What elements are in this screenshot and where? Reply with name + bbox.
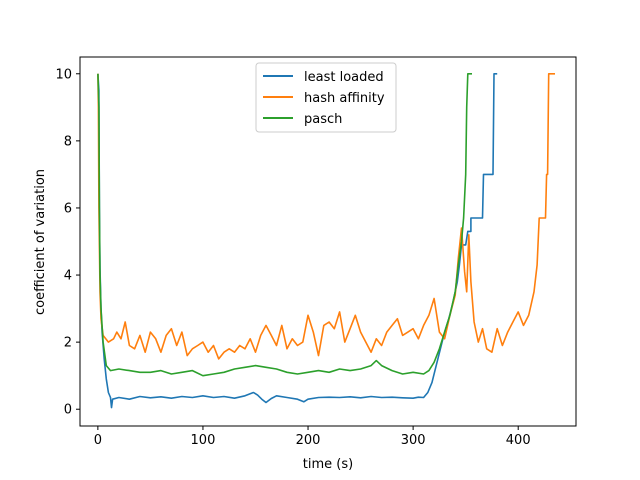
x-axis-label: time (s) [303,457,353,472]
y-tick-label: 10 [55,67,72,82]
x-axis: 0 100 200 300 400 [94,426,531,448]
legend-label-least-loaded: least loaded [304,70,384,85]
series-line-hash-affinity [97,73,555,360]
plot-series [97,73,555,409]
x-tick-label: 400 [506,433,531,448]
y-tick-label: 4 [64,269,72,284]
y-tick-label: 6 [64,201,72,216]
x-tick-label: 100 [191,433,216,448]
y-tick-label: 2 [64,336,72,351]
plot-frame [79,56,577,427]
y-tick-label: 0 [64,403,72,418]
series-line-least-loaded [97,73,498,409]
series-line-pasch [97,73,472,377]
y-axis: 0 2 4 6 8 10 [55,67,80,418]
y-tick-label: 8 [64,134,72,149]
legend-label-hash-affinity: hash affinity [304,91,385,106]
legend-box [255,62,397,133]
x-tick-label: 0 [94,433,102,448]
x-tick-label: 300 [401,433,426,448]
legend: least loaded hash affinity pasch [255,62,397,133]
legend-label-pasch: pasch [304,112,342,127]
x-tick-label: 200 [296,433,321,448]
y-axis-label: coefficient of variation [33,169,48,315]
